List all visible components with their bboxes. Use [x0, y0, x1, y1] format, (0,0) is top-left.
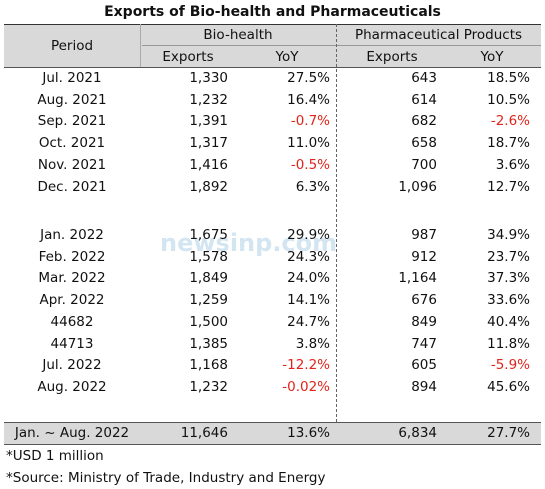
value-cell: 1,330 — [189, 70, 228, 86]
rule — [4, 444, 541, 445]
period-cell: Nov. 2021 — [37, 156, 107, 173]
period-cell: Jan. ~ Aug. 2022 — [14, 425, 130, 441]
value-cell: 1,849 — [189, 270, 228, 287]
period-cell: Aug. 2022 — [37, 378, 107, 395]
value-cell: 1,164 — [398, 270, 437, 287]
value-cell: -0.02% — [282, 378, 330, 395]
value-cell: 700 — [411, 156, 437, 173]
period-cell: Dec. 2021 — [37, 178, 107, 195]
value-cell: 29.9% — [287, 227, 330, 243]
value-cell: 1,168 — [189, 357, 228, 374]
value-cell: 1,892 — [189, 178, 228, 195]
value-cell: 1,096 — [398, 178, 437, 195]
value-cell: -2.6% — [490, 113, 530, 130]
period-cell: Jul. 2021 — [42, 70, 102, 86]
value-cell: -0.5% — [290, 156, 330, 173]
value-cell: 10.5% — [487, 91, 530, 108]
value-cell: 11,646 — [180, 425, 228, 441]
value-cell: 24.0% — [287, 270, 330, 287]
rule — [4, 67, 541, 68]
value-cell: 13.6% — [287, 425, 330, 441]
value-cell: 37.3% — [487, 270, 530, 287]
value-cell: -5.9% — [490, 357, 530, 374]
value-cell: 912 — [411, 248, 437, 265]
value-cell: 16.4% — [287, 91, 330, 108]
value-cell: 33.6% — [487, 292, 530, 309]
value-cell: 18.5% — [487, 70, 530, 86]
value-cell: 682 — [411, 113, 437, 130]
value-cell: 6,834 — [398, 425, 437, 441]
period-cell: Oct. 2021 — [38, 135, 106, 152]
period-cell: Sep. 2021 — [37, 113, 107, 130]
value-cell: 3.8% — [295, 335, 330, 352]
value-cell: 1,232 — [189, 91, 228, 108]
value-cell: 894 — [411, 378, 437, 395]
title: Exports of Bio-health and Pharmaceutical… — [104, 4, 441, 20]
value-cell: -12.2% — [282, 357, 330, 374]
value-cell: 14.1% — [287, 292, 330, 309]
value-cell: 18.7% — [487, 135, 530, 152]
value-cell: 1,385 — [189, 335, 228, 352]
column-header: YoY — [275, 49, 299, 65]
value-cell: 3.6% — [495, 156, 530, 173]
column-header: YoY — [480, 49, 504, 65]
value-cell: 11.8% — [487, 335, 530, 352]
value-cell: 27.5% — [287, 70, 330, 86]
value-cell: 1,416 — [189, 156, 228, 173]
watermark: newsinp.com — [160, 229, 338, 257]
period-cell: Feb. 2022 — [38, 248, 106, 265]
rule — [140, 24, 141, 67]
value-cell: 605 — [411, 357, 437, 374]
column-header: Exports — [162, 49, 214, 65]
period-cell: Apr. 2022 — [39, 292, 105, 309]
value-cell: 1,232 — [189, 378, 228, 395]
total-bg — [4, 422, 541, 444]
value-cell: 23.7% — [487, 248, 530, 265]
value-cell: 747 — [411, 335, 437, 352]
rule — [4, 24, 541, 25]
rule — [4, 422, 541, 423]
rule — [336, 24, 337, 422]
value-cell: 11.0% — [287, 135, 330, 152]
value-cell: 1,391 — [189, 113, 228, 130]
period-cell: Jan. 2022 — [40, 227, 104, 243]
value-cell: 849 — [411, 313, 437, 330]
value-cell: 27.7% — [487, 425, 530, 441]
value-cell: 987 — [411, 227, 437, 243]
period-cell: 44713 — [50, 335, 94, 352]
period-cell: Aug. 2021 — [37, 91, 107, 108]
value-cell: 676 — [411, 292, 437, 309]
value-cell: 34.9% — [487, 227, 530, 243]
group-header: Pharmaceutical Products — [354, 27, 523, 43]
value-cell: 12.7% — [487, 178, 530, 195]
rule — [142, 45, 541, 46]
value-cell: 643 — [411, 70, 437, 86]
value-cell: 1,317 — [189, 135, 228, 152]
period-header: Period — [50, 38, 94, 54]
value-cell: 40.4% — [487, 313, 530, 330]
group-header: Bio-health — [203, 27, 273, 43]
value-cell: 24.7% — [287, 313, 330, 330]
period-cell: 44682 — [50, 313, 94, 330]
value-cell: 1,500 — [189, 313, 228, 330]
value-cell: -0.7% — [290, 113, 330, 130]
value-cell: 45.6% — [487, 378, 530, 395]
period-cell: Mar. 2022 — [38, 270, 106, 287]
column-header: Exports — [366, 49, 418, 65]
value-cell: 1,259 — [189, 292, 228, 309]
value-cell: 658 — [411, 135, 437, 152]
value-cell: 1,578 — [189, 248, 228, 265]
value-cell: 6.3% — [295, 178, 330, 195]
value-cell: 1,675 — [189, 227, 228, 243]
note: *USD 1 million — [6, 448, 104, 464]
note: *Source: Ministry of Trade, Industry and… — [6, 470, 326, 486]
value-cell: 24.3% — [287, 248, 330, 265]
value-cell: 614 — [411, 91, 437, 108]
period-cell: Jul. 2022 — [42, 357, 102, 374]
